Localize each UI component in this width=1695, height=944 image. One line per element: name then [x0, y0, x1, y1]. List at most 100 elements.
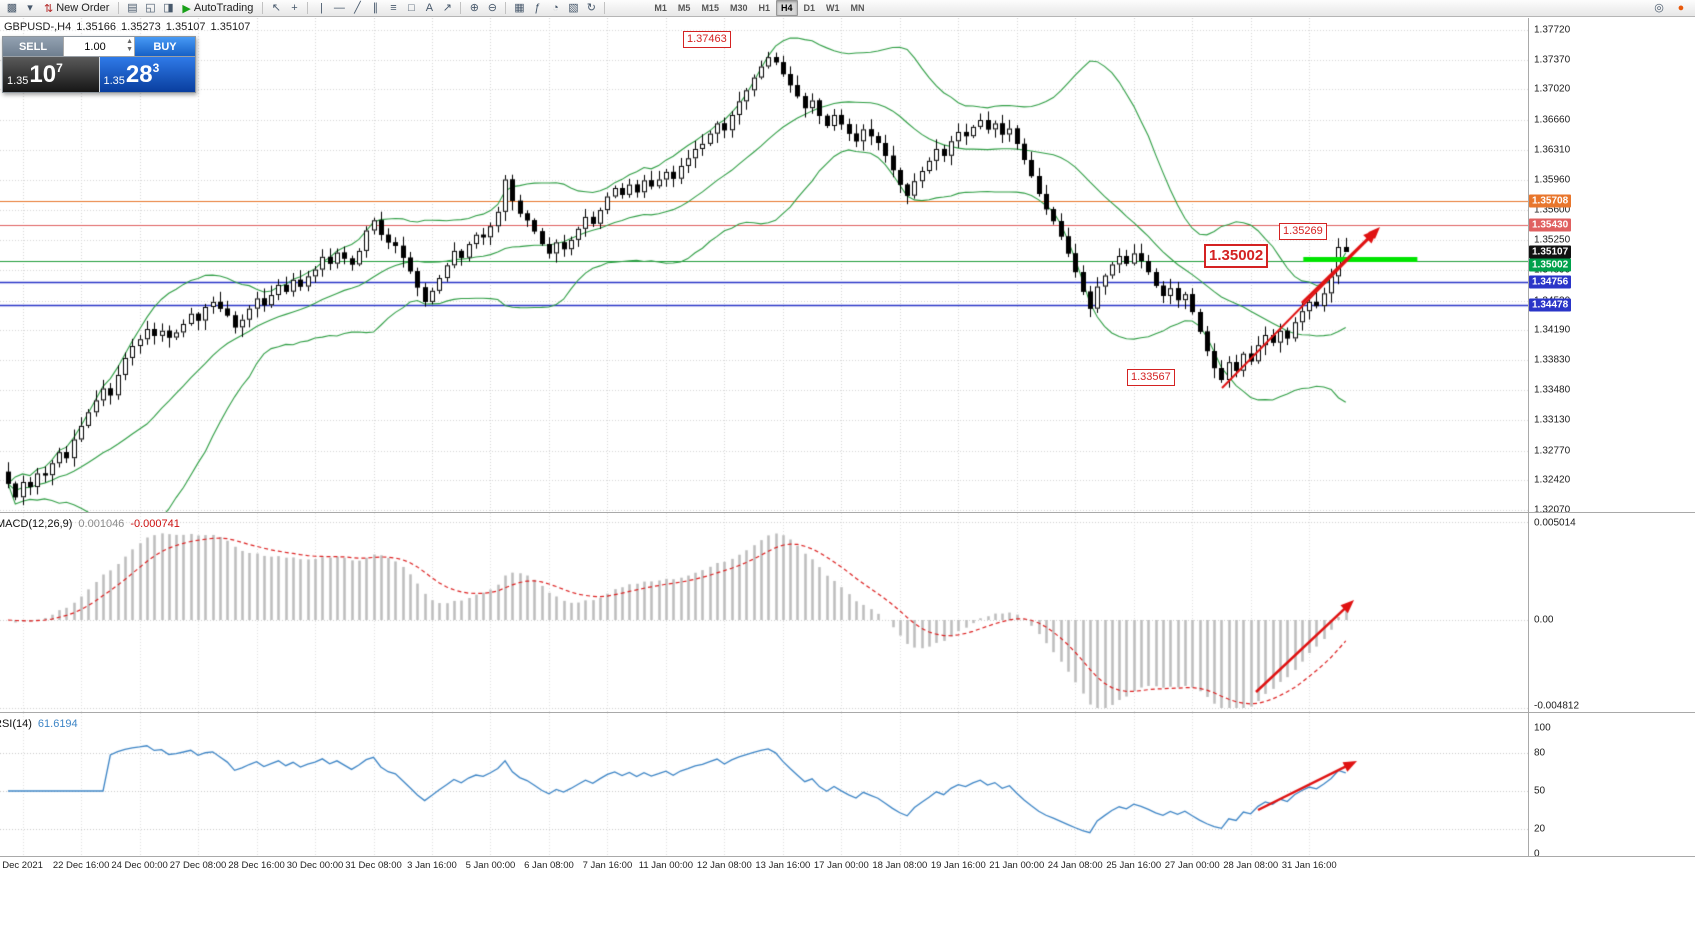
autotrading-button[interactable]: ▶ AutoTrading	[177, 1, 258, 16]
timeframe-mn[interactable]: MN	[850, 3, 865, 13]
price-callout-1.35269[interactable]: 1.35269	[1279, 223, 1327, 240]
rsi-scale-label: 20	[1534, 823, 1546, 835]
period-selector-icon[interactable]: ◔	[552, 1, 559, 14]
shapes-icon[interactable]: □	[408, 1, 415, 14]
time-label: 6 Jan 08:00	[524, 860, 574, 871]
price-tag-1.35430[interactable]: 1.35430	[1529, 218, 1572, 232]
timeframe-h4[interactable]: H4	[775, 0, 798, 16]
panel-splitter[interactable]	[0, 712, 1695, 713]
zoom-in-icon[interactable]: ⊕	[469, 1, 480, 14]
price-tick: 1.33130	[1534, 414, 1571, 426]
price-tick: 1.35960	[1534, 174, 1571, 186]
time-label: 17 Jan 00:00	[813, 860, 869, 871]
price-tag-1.35107[interactable]: 1.35107	[1529, 245, 1572, 259]
timeframe-m1[interactable]: M1	[654, 3, 667, 13]
trendline-icon[interactable]: ╱	[354, 1, 361, 14]
timeframe-w1[interactable]: W1	[826, 3, 840, 13]
toolbar-separator	[505, 2, 507, 14]
arrow-object-icon[interactable]: ↗	[442, 1, 453, 14]
crosshair-icon[interactable]: +	[291, 1, 298, 14]
refresh-icon[interactable]: ↻	[586, 1, 597, 14]
toolbar-separator	[262, 2, 264, 14]
fibonacci-icon[interactable]: ≡	[390, 1, 397, 14]
toolbar-separator	[118, 2, 120, 14]
price-tag-1.35708[interactable]: 1.35708	[1529, 194, 1572, 208]
price-tag-1.34756[interactable]: 1.34756	[1529, 275, 1572, 289]
price-scale-border[interactable]	[1528, 18, 1529, 856]
market-watch-icon[interactable]: ▤	[127, 1, 138, 14]
time-label: 27 Dec 08:00	[169, 860, 227, 871]
volume-input[interactable]	[64, 39, 134, 54]
buy-price-big: 28	[125, 61, 153, 88]
buy-price-panel[interactable]: 1.35 28 3	[98, 57, 195, 92]
template-icon[interactable]: ▧	[568, 1, 579, 14]
price-callout-1.35002[interactable]: 1.35002	[1204, 244, 1269, 268]
new-order-button[interactable]: ⇅ New Order	[39, 1, 114, 16]
chart-dropdown-icon[interactable]: ▾	[27, 1, 33, 14]
panel-splitter[interactable]	[0, 512, 1695, 513]
price-tag-1.35002[interactable]: 1.35002	[1529, 258, 1572, 272]
channel-icon[interactable]: ∥	[372, 1, 379, 14]
rsi-scale-label: 80	[1534, 747, 1546, 759]
price-tick: 1.33480	[1534, 384, 1571, 396]
timeframe-m5[interactable]: M5	[677, 3, 691, 13]
high-value: 1.35273	[121, 21, 161, 33]
time-label: 11 Jan 00:00	[638, 860, 694, 871]
search-icon[interactable]: ◎	[1654, 1, 1664, 14]
buy-price-pip: 3	[152, 61, 160, 75]
buy-button[interactable]: BUY	[135, 37, 195, 56]
timeframe-m30[interactable]: M30	[729, 3, 748, 13]
price-tick: 1.33830	[1534, 354, 1571, 366]
cursor-icon[interactable]: ↖	[271, 1, 282, 14]
vertical-line-icon[interactable]: |	[319, 1, 323, 14]
macd-scale-label: 0.00	[1534, 614, 1554, 626]
time-label: 28 Jan 08:00	[1223, 860, 1279, 871]
macd-panel[interactable]	[0, 513, 1528, 712]
indicator-list-icon[interactable]: ƒ	[534, 1, 541, 14]
text-label-icon[interactable]: A	[425, 1, 434, 14]
rsi-scale-label: 0	[1534, 848, 1540, 860]
price-callout-1.33567[interactable]: 1.33567	[1127, 369, 1175, 386]
toolbar-separator	[460, 2, 462, 14]
time-label: 5 Jan 00:00	[465, 860, 516, 871]
alert-icon[interactable]: ●	[1677, 1, 1685, 14]
new-order-button-label: New Order	[56, 2, 110, 14]
time-label: 30 Dec 00:00	[286, 860, 344, 871]
sell-button[interactable]: SELL	[3, 37, 63, 56]
time-label: 7 Jan 16:00	[582, 860, 633, 871]
price-tick: 1.35250	[1534, 234, 1571, 246]
rsi-title: RSI(14)	[0, 718, 32, 730]
price-tick: 1.35600	[1534, 204, 1571, 216]
price-tick: 1.37370	[1534, 54, 1571, 66]
sell-price-panel[interactable]: 1.35 10 7	[3, 57, 99, 92]
timeframe-m15[interactable]: M15	[701, 3, 719, 13]
volume-increase-button[interactable]: ▲	[126, 38, 133, 45]
chart-ohlc-header: GBPUSD-,H4 1.35166 1.35273 1.35107 1.35107	[4, 21, 255, 33]
macd-main-value: 0.001046	[78, 518, 125, 530]
timeframe-d1[interactable]: D1	[803, 3, 816, 13]
autotrading-icon: ▶	[182, 2, 191, 15]
timeframe-h1[interactable]: H1	[758, 3, 770, 13]
data-window-icon[interactable]: ◱	[145, 1, 156, 14]
toolbar: ▩ ▾ ⇅ New Order ▤ ◱ ◨ ▶ AutoTrading ↖ + | — ╱ ∥ ≡ □ A ↗ ⊕ ⊖ ▦…	[0, 0, 1695, 17]
price-tag-1.34478[interactable]: 1.34478	[1529, 298, 1572, 312]
time-label: 31 Dec 08:00	[345, 860, 402, 871]
price-callout-1.37463[interactable]: 1.37463	[683, 31, 731, 48]
new-chart-icon[interactable]: ▩	[6, 1, 18, 14]
price-tick: 1.34190	[1534, 324, 1571, 336]
rsi-value: 61.6194	[37, 718, 78, 730]
main-chart[interactable]	[0, 18, 1528, 512]
zoom-out-icon[interactable]: ⊖	[487, 1, 498, 14]
price-tick: 1.32070	[1534, 504, 1571, 516]
navigator-icon[interactable]: ◨	[163, 1, 174, 14]
macd-scale-label: 0.005014	[1534, 517, 1576, 529]
rsi-panel[interactable]	[0, 713, 1528, 856]
time-label: Dec 2021	[2, 860, 43, 871]
new-order-icon: ⇅	[44, 2, 54, 15]
toolbar-separator	[604, 2, 606, 14]
panel-splitter[interactable]	[0, 856, 1695, 857]
tile-windows-icon[interactable]: ▦	[514, 1, 525, 14]
sell-price-prefix: 1.35	[7, 75, 29, 87]
horizontal-line-icon[interactable]: —	[333, 1, 345, 14]
volume-decrease-button[interactable]: ▼	[126, 46, 133, 53]
